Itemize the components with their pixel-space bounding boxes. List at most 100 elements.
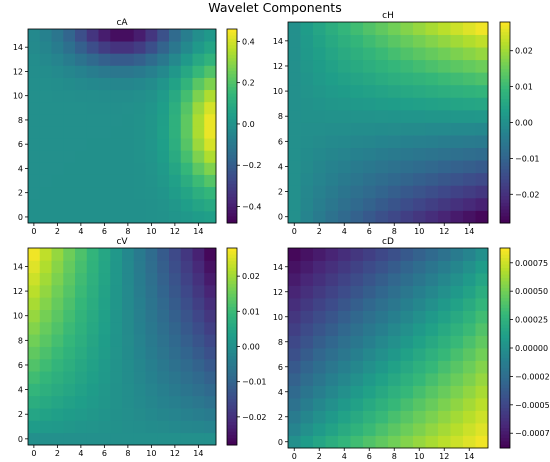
heatmap-cell [86,432,99,446]
heatmap-cell [204,65,217,78]
heatmap-cell [110,358,123,372]
heatmap-cell [350,310,364,324]
heatmap-cell [63,395,76,409]
heatmap-cell [51,65,64,78]
colorbar-segment [227,379,237,384]
heatmap-cell [192,89,205,103]
heatmap-cell [475,160,489,174]
heatmap-cells [28,248,217,446]
heatmap-cell [413,210,426,224]
heatmap-cell [313,323,326,336]
colorbar-segment [500,381,510,386]
heatmap-cell [192,346,205,360]
heatmap-cell [28,198,41,212]
heatmap-cell [28,321,41,335]
y-tick-label: 10 [13,92,23,101]
heatmap-cell [180,89,193,103]
heatmap-cell [63,408,76,421]
heatmap-cell [363,59,376,73]
heatmap-cell [192,198,205,212]
heatmap-cell [192,260,205,274]
heatmap-cell [450,135,464,149]
heatmap-cell [169,150,182,163]
x-tick-label: 12 [439,452,449,461]
colorbar-segment [227,261,237,265]
heatmap-cell [180,126,193,139]
heatmap-cell [463,172,476,186]
heatmap-cell [288,310,301,324]
x-tick-label: 6 [102,449,107,458]
heatmap-cell [122,346,135,360]
heatmap-cell [180,174,193,188]
heatmap-cell [463,135,476,149]
heatmap-cell [110,138,123,151]
heatmap-cell [450,435,464,449]
heatmap-cell [169,334,182,347]
heatmap-cell [425,172,439,186]
heatmap-cell [375,248,389,261]
heatmap-cell [28,358,41,372]
heatmap-cell [169,198,182,212]
heatmap-cell [425,435,439,449]
heatmap-cell [300,398,314,411]
heatmap-cell [122,260,135,274]
heatmap-cell [450,348,464,361]
heatmap-cell [425,248,439,261]
heatmap-cell [313,109,326,123]
heatmap-cell [375,22,389,35]
heatmap-cell [350,435,364,449]
heatmap-cell [180,53,193,66]
x-tick-label: 2 [317,452,322,461]
heatmap-cell [180,186,193,200]
heatmap-cell [122,41,135,54]
heatmap-cell [157,150,170,163]
heatmap-cell [388,323,401,336]
heatmap-cell [313,22,326,35]
colorbar-segment [500,199,510,204]
heatmap-cell [288,323,301,336]
colorbar-segment [500,196,510,201]
heatmap-cell [28,309,41,323]
heatmap-cell [145,29,158,42]
heatmap-cell [425,298,439,311]
heatmap-cell [400,398,414,411]
heatmap-cell [463,273,476,286]
x-tick-label: 0 [292,227,297,236]
x-tick-label: 14 [193,449,203,458]
heatmap-cell [51,284,64,298]
colorbar-segment [500,348,510,352]
heatmap-cell [475,348,489,361]
heatmap-cell [110,186,123,200]
heatmap-cell [145,210,158,224]
colorbar-segment [227,100,237,104]
heatmap-cell [86,138,99,151]
heatmap-cell [157,321,170,335]
heatmap-cell [350,298,364,311]
heatmap-cell [363,47,376,61]
heatmap-cell [463,22,476,35]
colorbar-segment [500,421,510,426]
heatmap-cell [375,310,389,324]
heatmap-cell [75,260,88,274]
heatmap-cell [438,410,451,424]
heatmap-cell [192,371,205,384]
heatmap-cell [28,65,41,78]
heatmap-cell [169,272,182,286]
heatmap-cell [204,210,217,224]
heatmap-cell [51,272,64,286]
heatmap-cell [98,346,111,360]
heatmap-cell [192,309,205,323]
heatmap-cell [413,273,426,286]
heatmap-cell [338,310,351,324]
colorbar-segment [227,385,237,390]
heatmap-cell [425,310,439,324]
heatmap-cell [363,360,376,374]
heatmap-cell [110,210,123,224]
colorbar-segment [500,38,510,43]
colorbar-tick-label: −0.00075 [515,429,550,438]
heatmap-cell [192,126,205,139]
heatmap-cell [425,398,439,411]
y-tick-label: 0 [278,213,283,222]
heatmap-cell [63,383,76,397]
colorbar-segment [500,318,510,322]
